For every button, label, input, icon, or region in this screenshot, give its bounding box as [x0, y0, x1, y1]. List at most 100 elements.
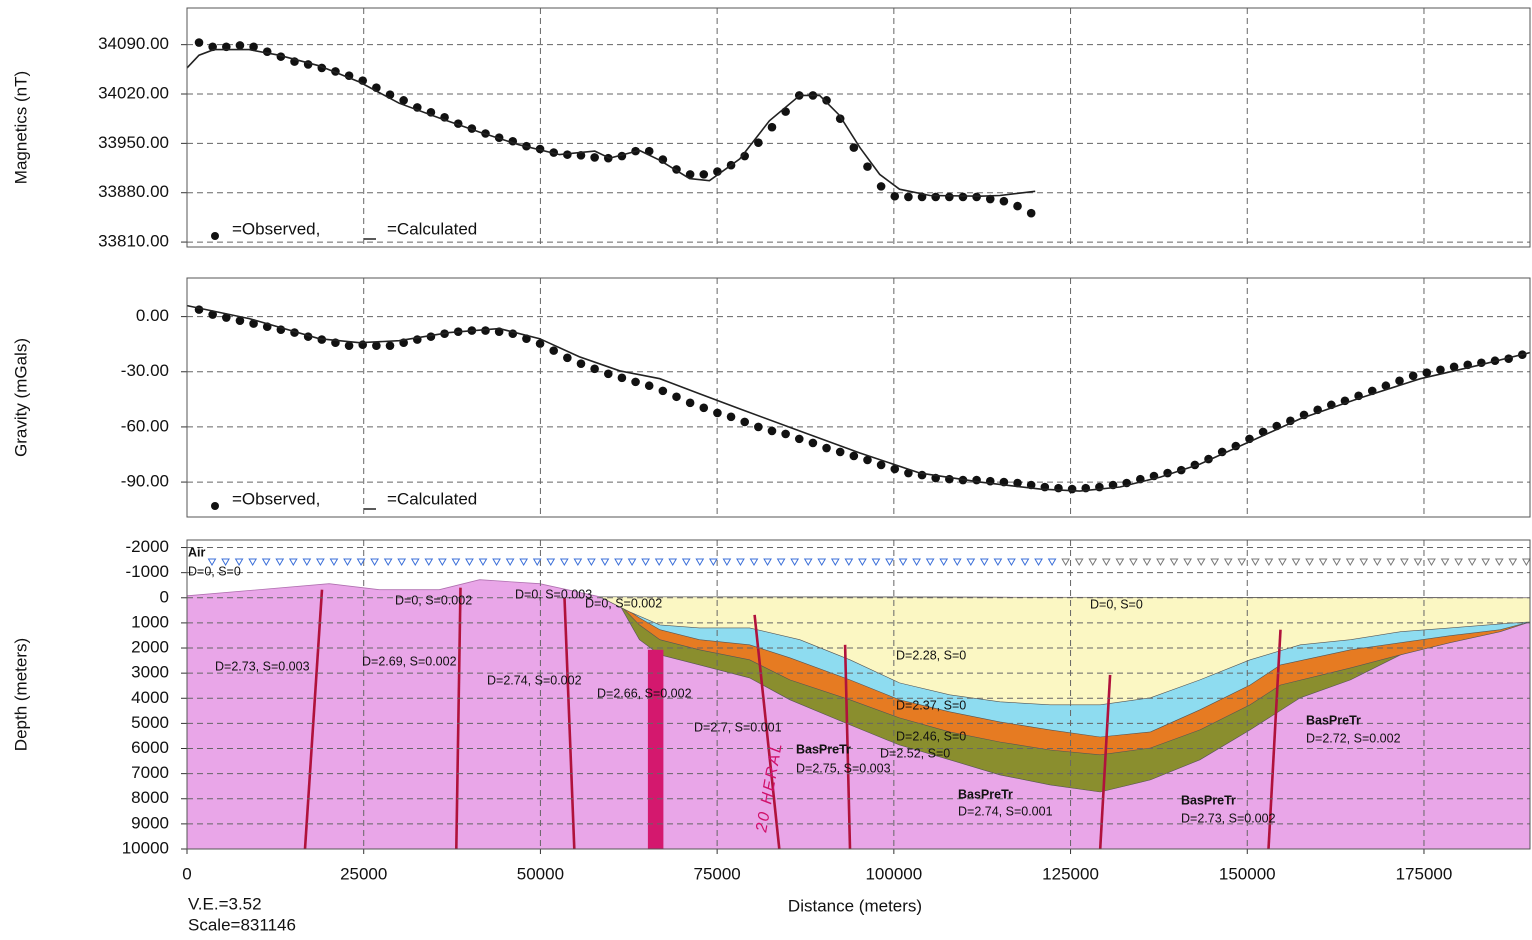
layer-label: Air — [188, 545, 206, 559]
observed-point — [386, 341, 395, 350]
y-tick-label: 9000 — [131, 813, 169, 832]
observed-point — [195, 305, 204, 314]
layer-label: D=0, S=0 — [188, 564, 241, 578]
legend-label: =Calculated — [387, 489, 477, 508]
observed-point — [1068, 485, 1077, 494]
y-axis-label: Magnetics (nT) — [11, 71, 30, 184]
x-tick-label: 125000 — [1042, 864, 1099, 883]
legend-label: =Calculated — [387, 219, 477, 238]
layer-label: BasPreTr — [1306, 713, 1361, 727]
observed-point — [877, 461, 886, 470]
y-tick-label: 4000 — [131, 688, 169, 707]
y-tick-label: 3000 — [131, 663, 169, 682]
observed-point — [945, 193, 954, 202]
observed-point — [713, 409, 722, 418]
observed-point — [945, 475, 954, 484]
layer-label: D=2.28, S=0 — [896, 648, 966, 662]
x-tick-label: 75000 — [693, 864, 740, 883]
layer-label: BasPreTr — [958, 787, 1013, 801]
observed-point — [768, 427, 777, 436]
layer-label: D=2.74, S=0.001 — [958, 804, 1053, 818]
y-tick-label: 0 — [160, 587, 169, 606]
y-tick-label: -2000 — [126, 537, 169, 556]
intrusive-body — [648, 650, 664, 849]
observed-point — [972, 476, 981, 485]
y-tick-label: 2000 — [131, 638, 169, 657]
observed-point — [727, 413, 736, 422]
panel: =Observed,=Calculated33810.0033880.00339… — [11, 8, 1530, 251]
observed-point — [931, 193, 940, 202]
layer-label: D=0, S=0.002 — [395, 593, 472, 607]
observed-point — [1000, 197, 1009, 206]
layer-label: BasPreTr — [1181, 793, 1236, 807]
observed-point — [809, 439, 818, 448]
layer-label: D=2.69, S=0.002 — [362, 654, 457, 668]
observed-point — [1013, 202, 1022, 211]
x-tick-label: 150000 — [1219, 864, 1276, 883]
x-tick-label: 0 — [182, 864, 191, 883]
x-axis-label: Distance (meters) — [788, 896, 922, 915]
observed-point — [740, 418, 749, 427]
y-tick-label: -30.00 — [121, 361, 169, 380]
layer-label: D=2.66, S=0.002 — [597, 686, 692, 700]
panel: =Observed,=Calculated-90.00-60.00-30.000… — [11, 278, 1530, 517]
y-tick-label: 34090.00 — [98, 34, 169, 53]
observed-point — [631, 378, 640, 387]
observed-point — [563, 353, 572, 362]
y-tick-label: 7000 — [131, 763, 169, 782]
observed-point — [781, 107, 790, 116]
layer-label: D=2.7, S=0.001 — [694, 720, 782, 734]
y-tick-label: 34020.00 — [98, 83, 169, 102]
y-tick-label: 1000 — [131, 612, 169, 631]
y-tick-label: 33950.00 — [98, 133, 169, 152]
observed-point — [1409, 372, 1418, 381]
observed-point — [618, 374, 627, 383]
layer-label: D=2.73, S=0.003 — [215, 659, 310, 673]
y-tick-label: 0.00 — [136, 306, 169, 325]
legend-label: =Observed, — [232, 219, 320, 238]
observed-point — [904, 193, 913, 202]
y-axis-label: Gravity (mGals) — [11, 338, 30, 457]
layer-label: D=2.75, S=0.003 — [796, 761, 891, 775]
layer-label: D=2.73, S=0.002 — [1181, 811, 1276, 825]
x-tick-label: 50000 — [517, 864, 564, 883]
panel: Air D=0, S=0 D=0, S=0.002 D=0, S=0.003 D=0, … — [11, 537, 1530, 934]
observed-point — [877, 182, 886, 191]
observed-point — [1423, 368, 1432, 377]
layer-label: D=2.52, S=0 — [880, 746, 950, 760]
y-tick-label: 33880.00 — [98, 182, 169, 201]
y-axis-label: Depth (meters) — [11, 638, 30, 751]
observed-point — [863, 162, 872, 171]
y-tick-label: 6000 — [131, 738, 169, 757]
observed-point — [850, 452, 859, 461]
y-tick-label: -1000 — [126, 562, 169, 581]
observed-point — [645, 381, 654, 390]
observed-point — [699, 170, 708, 179]
layer-label: D=2.37, S=0 — [896, 698, 966, 712]
layer-label: D=2.74, S=0.002 — [487, 673, 582, 687]
observed-point — [659, 387, 668, 396]
observed-point — [822, 444, 831, 453]
observed-point — [590, 153, 599, 162]
observed-point — [795, 435, 804, 444]
layer-label: D=0, S=0.003 — [515, 587, 592, 601]
observed-point — [890, 192, 899, 201]
observed-point — [686, 399, 695, 408]
observed-point — [577, 359, 586, 368]
layer-label: D=2.72, S=0.002 — [1306, 731, 1401, 745]
layer-label: D=0, S=0 — [1090, 597, 1143, 611]
legend-label: =Observed, — [232, 489, 320, 508]
observed-point — [672, 392, 681, 401]
observed-point — [754, 423, 763, 432]
observed-point — [590, 365, 599, 374]
x-tick-label: 25000 — [340, 864, 387, 883]
legend-symbol — [211, 232, 219, 240]
legend-symbol — [211, 502, 219, 510]
plot-area — [187, 278, 1530, 517]
observed-point — [836, 448, 845, 457]
note: Scale=831146 — [188, 915, 296, 934]
observed-point — [1027, 209, 1036, 218]
y-tick-label: -90.00 — [121, 472, 169, 491]
observed-point — [195, 38, 204, 47]
y-tick-label: 10000 — [122, 838, 169, 857]
